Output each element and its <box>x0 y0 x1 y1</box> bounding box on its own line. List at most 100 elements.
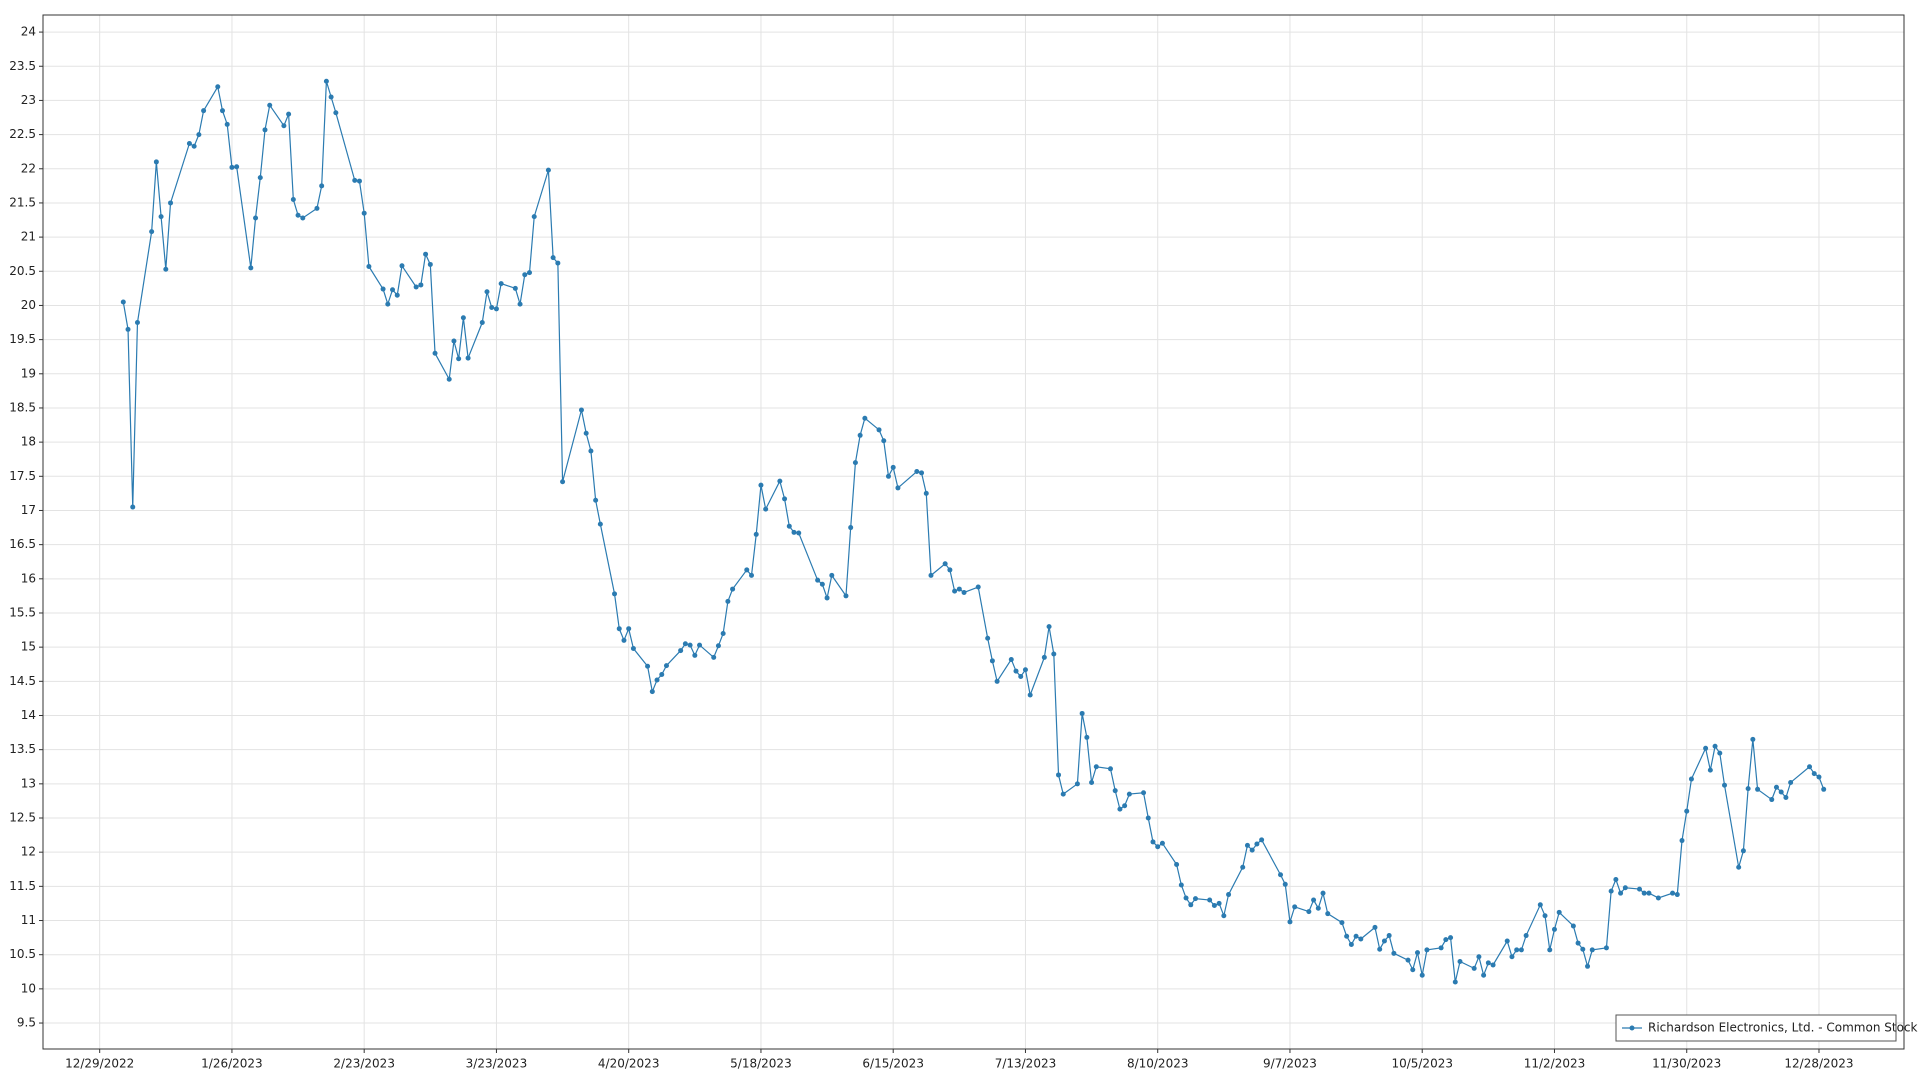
y-tick-label: 12.5 <box>9 811 36 825</box>
x-tick-label: 4/20/2023 <box>598 1057 660 1071</box>
data-point <box>432 350 438 356</box>
data-point <box>1141 790 1147 796</box>
data-point <box>1438 945 1444 951</box>
data-point <box>1755 786 1761 792</box>
data-point <box>314 205 320 211</box>
data-point <box>1150 839 1156 845</box>
data-point <box>758 482 764 488</box>
data-point <box>985 635 991 641</box>
data-point <box>1159 840 1165 846</box>
data-point <box>1419 972 1425 978</box>
data-point <box>527 270 533 276</box>
data-point <box>1448 935 1454 941</box>
data-point <box>796 530 802 536</box>
data-point <box>1056 772 1062 778</box>
y-tick-label: 23 <box>21 93 36 107</box>
x-tick-label: 11/2/2023 <box>1524 1057 1586 1071</box>
data-point <box>1778 789 1784 795</box>
data-point <box>191 143 197 149</box>
data-point <box>1537 902 1543 908</box>
data-point <box>1372 924 1378 930</box>
y-tick-label: 20 <box>21 298 36 312</box>
data-point <box>1018 674 1024 680</box>
y-tick-label: 19 <box>21 366 36 380</box>
data-point <box>267 102 273 108</box>
data-point <box>418 282 424 288</box>
data-point <box>427 261 433 267</box>
data-point <box>385 301 391 307</box>
data-point <box>229 164 235 170</box>
y-tick-label: 16 <box>21 571 36 585</box>
y-tick-label: 18.5 <box>9 400 36 414</box>
data-point <box>885 473 891 479</box>
data-point <box>720 630 726 636</box>
data-point <box>1816 774 1822 780</box>
data-point <box>1788 779 1794 785</box>
data-point <box>1311 897 1317 903</box>
data-point <box>1008 656 1014 662</box>
data-point <box>512 285 518 291</box>
data-point <box>380 286 386 292</box>
y-tick-label: 10.5 <box>9 947 36 961</box>
data-point <box>1783 795 1789 801</box>
y-tick-label: 11.5 <box>9 879 36 893</box>
data-point <box>829 572 835 578</box>
y-tick-label: 23.5 <box>9 59 36 73</box>
y-tick-label: 21.5 <box>9 195 36 209</box>
data-point <box>942 561 948 567</box>
data-point <box>583 430 589 436</box>
data-point <box>215 84 221 90</box>
data-point <box>460 315 466 321</box>
legend: Richardson Electronics, Ltd. - Common St… <box>1615 1014 1918 1042</box>
data-point <box>1060 791 1066 797</box>
data-point <box>1117 806 1123 812</box>
data-point <box>1358 936 1364 942</box>
y-tick-label: 22 <box>21 161 36 175</box>
x-tick-label: 7/13/2023 <box>995 1057 1057 1071</box>
data-point <box>1381 938 1387 944</box>
data-point <box>1471 965 1477 971</box>
y-tick-label: 16.5 <box>9 537 36 551</box>
data-point <box>1811 771 1817 777</box>
data-point <box>130 504 136 510</box>
data-point <box>956 586 962 592</box>
data-point <box>1079 710 1085 716</box>
y-tick-label: 18 <box>21 435 36 449</box>
y-tick-label: 15 <box>21 640 36 654</box>
data-point <box>517 301 523 307</box>
data-point <box>219 108 225 114</box>
data-point <box>1457 959 1463 965</box>
data-point <box>1514 947 1520 953</box>
x-tick-label: 11/30/2023 <box>1652 1057 1721 1071</box>
data-point <box>1547 947 1553 953</box>
data-point <box>1476 954 1482 960</box>
data-point <box>649 689 655 695</box>
data-point <box>1679 838 1685 844</box>
data-point <box>168 200 174 206</box>
data-point <box>158 214 164 220</box>
data-point <box>1155 844 1161 850</box>
data-point <box>753 531 759 537</box>
data-point <box>253 215 259 221</box>
data-point <box>630 646 636 652</box>
data-point <box>1377 946 1383 952</box>
data-point <box>1405 957 1411 963</box>
data-point <box>612 591 618 597</box>
data-point <box>1254 841 1260 847</box>
data-point <box>1740 848 1746 854</box>
data-point <box>498 281 504 287</box>
data-point <box>1410 967 1416 973</box>
data-point <box>1041 654 1047 660</box>
data-point <box>975 584 981 590</box>
data-point <box>711 654 717 660</box>
data-point <box>843 593 849 599</box>
x-tick-label: 5/18/2023 <box>730 1057 792 1071</box>
data-point <box>125 326 131 332</box>
data-point <box>1603 945 1609 951</box>
data-point <box>1207 897 1213 903</box>
data-point <box>659 671 665 677</box>
data-point <box>224 121 230 127</box>
data-point <box>1485 960 1491 966</box>
data-point <box>196 132 202 138</box>
data-point <box>881 438 887 444</box>
